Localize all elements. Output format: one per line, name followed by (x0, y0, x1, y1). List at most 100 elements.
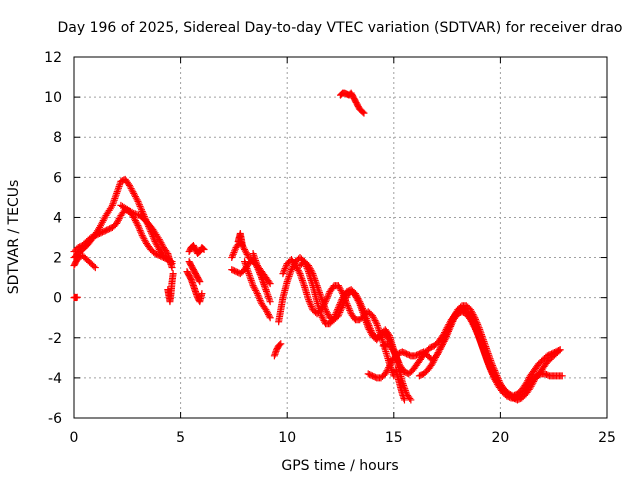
data-point (113, 189, 121, 197)
y-tick-label: 8 (53, 130, 62, 146)
data-point (319, 299, 327, 307)
data-point (490, 371, 498, 379)
data-point (252, 256, 260, 264)
data-point (249, 250, 257, 258)
data-point (241, 247, 249, 255)
y-tick-label: 2 (53, 251, 62, 267)
data-point (482, 354, 490, 362)
data-point (429, 358, 437, 366)
series-arc-h (183, 268, 206, 306)
data-point (284, 274, 292, 282)
data-point (361, 315, 369, 323)
data-point (157, 239, 165, 247)
series-arc-w (392, 366, 408, 404)
data-point (284, 276, 292, 284)
data-point (555, 347, 563, 355)
data-point (395, 359, 403, 367)
data-point (438, 341, 446, 349)
data-point (251, 285, 259, 293)
data-point (374, 323, 382, 331)
data-point (116, 181, 124, 189)
data-point (489, 369, 497, 377)
data-point (308, 268, 316, 276)
data-point (262, 306, 270, 314)
data-point (248, 280, 256, 288)
data-point (407, 396, 415, 404)
data-point (297, 273, 305, 281)
data-point (477, 339, 485, 347)
data-point (319, 297, 327, 305)
data-point (527, 382, 535, 390)
data-point (355, 298, 363, 306)
data-point (479, 344, 487, 352)
y-tick-label: 6 (53, 170, 62, 186)
marks-layer (70, 89, 566, 404)
data-point (286, 271, 294, 279)
data-point (339, 302, 347, 310)
data-point (138, 230, 146, 238)
data-point (365, 325, 373, 333)
data-point (244, 268, 252, 276)
series-arc-d (70, 252, 99, 272)
data-point (362, 317, 370, 325)
data-point (264, 293, 272, 301)
y-tick-label: 10 (44, 90, 62, 106)
data-point (168, 264, 176, 272)
data-point (241, 258, 249, 266)
data-point (344, 303, 352, 311)
data-point (136, 226, 144, 234)
data-point (394, 357, 402, 365)
data-point (393, 353, 401, 361)
data-point (468, 319, 476, 327)
data-point (335, 310, 343, 318)
data-point (392, 352, 400, 360)
data-point (309, 270, 317, 278)
data-point (266, 314, 274, 322)
series-arc-l (241, 258, 274, 322)
data-point (298, 275, 306, 283)
series-arc-r (270, 340, 285, 360)
data-point (384, 330, 392, 338)
data-point (252, 258, 260, 266)
data-point (131, 191, 139, 199)
data-point (199, 245, 207, 253)
data-point (310, 273, 318, 281)
data-point (127, 185, 135, 193)
data-point (134, 197, 142, 205)
data-point (266, 280, 274, 288)
data-point (255, 267, 263, 275)
data-point (258, 275, 266, 283)
data-point (361, 313, 369, 321)
data-point (249, 282, 257, 290)
data-point (111, 195, 119, 203)
data-point (112, 191, 120, 199)
data-point (367, 329, 375, 337)
data-point (139, 233, 147, 241)
data-point (336, 308, 344, 316)
data-point (433, 350, 441, 358)
data-point (324, 291, 332, 299)
data-point (264, 311, 272, 319)
data-point (169, 270, 177, 278)
data-point (317, 294, 325, 302)
data-point (125, 181, 133, 189)
data-point (295, 268, 303, 276)
data-point (280, 266, 288, 274)
data-point (338, 288, 346, 296)
data-point (258, 274, 266, 282)
plot-frame (73, 56, 608, 419)
data-point (381, 370, 389, 378)
data-point (471, 324, 479, 332)
data-point (136, 202, 144, 210)
data-point (262, 287, 270, 295)
data-point (305, 262, 313, 270)
data-point (393, 355, 401, 363)
data-point (437, 344, 445, 352)
data-point (345, 305, 353, 313)
data-point (195, 276, 203, 284)
data-point (128, 186, 136, 194)
data-point (130, 189, 138, 197)
data-point (472, 325, 480, 333)
x-axis-label: GPS time / hours (281, 458, 398, 474)
data-point (276, 341, 284, 349)
